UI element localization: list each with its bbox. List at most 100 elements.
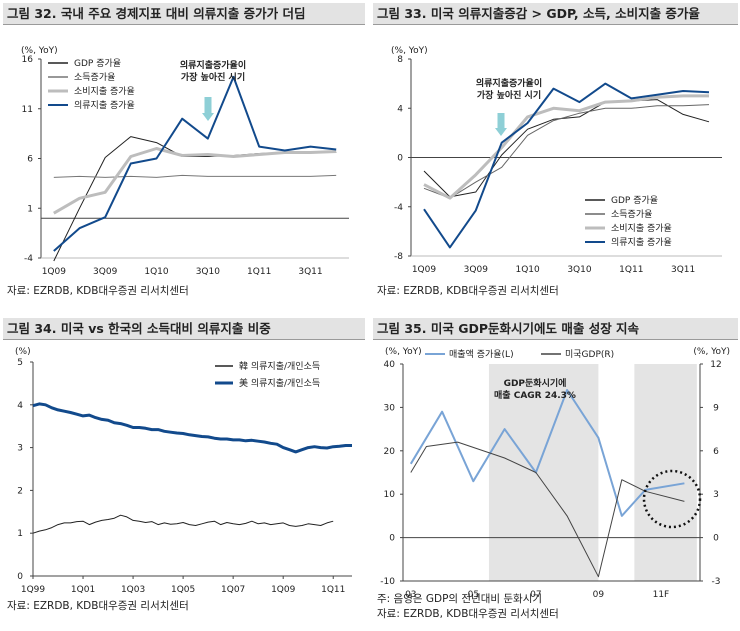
y-tick-label: 11	[22, 105, 33, 115]
x-tick-label: 1Q10	[144, 267, 169, 277]
chart-source: 자료: EZRDB, KDB대우증권 리서치센터	[377, 285, 559, 297]
y-tick-label-left: 10	[384, 490, 396, 500]
legend-label: GDP 증가율	[611, 195, 658, 206]
chart-title: 그림 35. 미국 GDP둔화시기에도 매출 성장 지속	[373, 318, 738, 340]
y-tick-label: 1	[27, 204, 33, 214]
y-unit-label-right: (%, YoY)	[693, 347, 730, 357]
y-tick-label: 0	[397, 154, 403, 164]
y-tick-label: 6	[27, 155, 33, 165]
y-tick-label-right: 9	[713, 403, 719, 413]
chart-panel-34: 그림 34. 미국 vs 한국의 소득대비 의류지출 비중 (%) 0 1 2 3 4 5 1…	[3, 318, 365, 618]
y-tick-label-left: 20	[384, 447, 396, 457]
chart-34: (%) 0 1 2 3 4 5 1Q99 1Q01 1Q03 1Q05 1Q07 1Q09 1Q11 韓 의…	[15, 347, 352, 595]
chart-title: 그림 33. 미국 의류지출증감 > GDP, 소득, 소비지출 증가율	[373, 3, 738, 25]
x-tick-label: 3Q11	[298, 267, 322, 277]
highlight-arrow	[202, 97, 214, 121]
series-line-1	[409, 389, 685, 517]
x-tick-label: 07	[530, 590, 541, 600]
y-tick-label: -8	[394, 252, 403, 262]
y-tick-label-left: -10	[380, 577, 395, 587]
chart-source: 자료: EZRDB, KDB대우증권 리서치센터	[7, 600, 189, 612]
legend-label: 韓 의류지출/개인소득	[239, 361, 320, 372]
legend-label: 소비지출 증가율	[611, 223, 672, 234]
annotation-label: 매출 CAGR 24.3%	[494, 389, 576, 401]
legend-label: GDP 증가율	[74, 58, 121, 69]
x-tick-label: 1Q11	[619, 265, 643, 275]
x-tick-label: 09	[593, 590, 605, 600]
x-tick-label: 11F	[653, 590, 670, 600]
y-tick-label: 8	[397, 55, 403, 65]
y-unit-label: (%)	[15, 347, 31, 357]
chart-title: 그림 34. 미국 vs 한국의 소득대비 의류지출 비중	[3, 318, 365, 340]
chart-33: (%, YoY) -8 -4 0 4 8 1Q09 3Q09 1Q10 3Q10 1Q11 3Q11 G…	[391, 46, 722, 275]
x-tick-label: 1Q11	[321, 585, 345, 595]
x-tick-label: 3Q10	[196, 267, 221, 277]
annotation-label: GDP둔화시기에	[504, 377, 567, 389]
legend-label: 소득증가율	[611, 209, 652, 220]
series-line-3	[53, 147, 337, 215]
legend-label: 美 의류지출/개인소득	[239, 377, 320, 389]
y-unit-label: (%, YoY)	[391, 46, 428, 56]
x-tick-label: 1Q05	[171, 585, 195, 595]
legend-label: 의류지출 증가율	[611, 237, 672, 248]
y-tick-label-right: 0	[713, 534, 719, 544]
series-line-2	[410, 441, 685, 578]
y-tick-label-left: 40	[384, 360, 396, 370]
series-line-4	[423, 82, 710, 249]
annotation-label: 가장 높아진 시기	[181, 71, 245, 83]
x-tick-label: 05	[468, 590, 479, 600]
y-unit-label: (%, YoY)	[21, 46, 58, 56]
series-line-1	[32, 514, 334, 534]
y-tick-label: 4	[17, 401, 23, 411]
y-tick-label: 4	[397, 104, 403, 114]
x-tick-label: 1Q09	[271, 585, 296, 595]
x-tick-label: 1Q11	[247, 267, 271, 277]
legend-label: 소비지출 증가율	[74, 86, 135, 97]
y-tick-label: 0	[17, 572, 23, 582]
x-tick-label: 03	[405, 590, 416, 600]
series-line-2	[423, 104, 710, 199]
y-tick-label: -4	[394, 203, 403, 213]
chart-title: 그림 32. 국내 주요 경제지표 대비 의류지출 증가가 더딤	[3, 3, 365, 25]
series-line-1	[423, 99, 710, 198]
shaded-region	[488, 364, 599, 581]
y-tick-label: 16	[22, 55, 34, 65]
y-tick-label-right: 6	[713, 447, 719, 457]
legend-label: 의류지출 증가율	[74, 100, 135, 111]
chart-panel-32: 그림 32. 국내 주요 경제지표 대비 의류지출 증가가 더딤 (%, YoY…	[3, 3, 365, 298]
x-tick-label: 1Q09	[42, 267, 67, 277]
series-line-2	[32, 402, 352, 454]
y-tick-label: 2	[17, 486, 23, 496]
chart-source: 자료: EZRDB, KDB대우증권 리서치센터	[377, 608, 559, 620]
x-tick-label: 3Q11	[671, 265, 695, 275]
x-tick-label: 1Q03	[121, 585, 145, 595]
chart-panel-33: 그림 33. 미국 의류지출증감 > GDP, 소득, 소비지출 증가율 (%,…	[373, 3, 738, 298]
series-line-4	[53, 75, 337, 252]
chart-source: 자료: EZRDB, KDB대우증권 리서치센터	[7, 285, 189, 297]
y-tick-label: -4	[24, 254, 33, 264]
x-tick-label: 3Q10	[567, 265, 592, 275]
y-tick-label-left: 30	[384, 403, 396, 413]
x-tick-label: 1Q09	[412, 265, 437, 275]
chart-note: 주: 음영은 GDP의 전년대비 둔화시기	[377, 593, 543, 605]
y-tick-label-right: 12	[710, 360, 721, 370]
x-tick-label: 1Q07	[221, 585, 245, 595]
chart-panel-35: 그림 35. 미국 GDP둔화시기에도 매출 성장 지속 (%, YoY) (%,…	[373, 318, 738, 631]
legend-label: 매출액 증가율(L)	[449, 348, 514, 360]
y-unit-label-left: (%, YoY)	[385, 347, 422, 357]
x-tick-label: 1Q99	[21, 585, 46, 595]
y-tick-label-right: 3	[713, 490, 719, 500]
y-tick-label: 3	[17, 444, 23, 454]
y-tick-label-left: 0	[389, 534, 395, 544]
annotation-label: 의류지출증가율이	[180, 59, 246, 71]
highlight-arrow	[495, 113, 507, 136]
series-line-2	[53, 174, 337, 178]
y-tick-label: 5	[17, 358, 23, 368]
annotation-label: 가장 높아진 시기	[477, 89, 541, 101]
x-tick-label: 1Q10	[515, 265, 540, 275]
x-tick-label: 1Q01	[71, 585, 95, 595]
x-tick-label: 3Q09	[93, 267, 118, 277]
x-tick-label: 3Q09	[464, 265, 489, 275]
